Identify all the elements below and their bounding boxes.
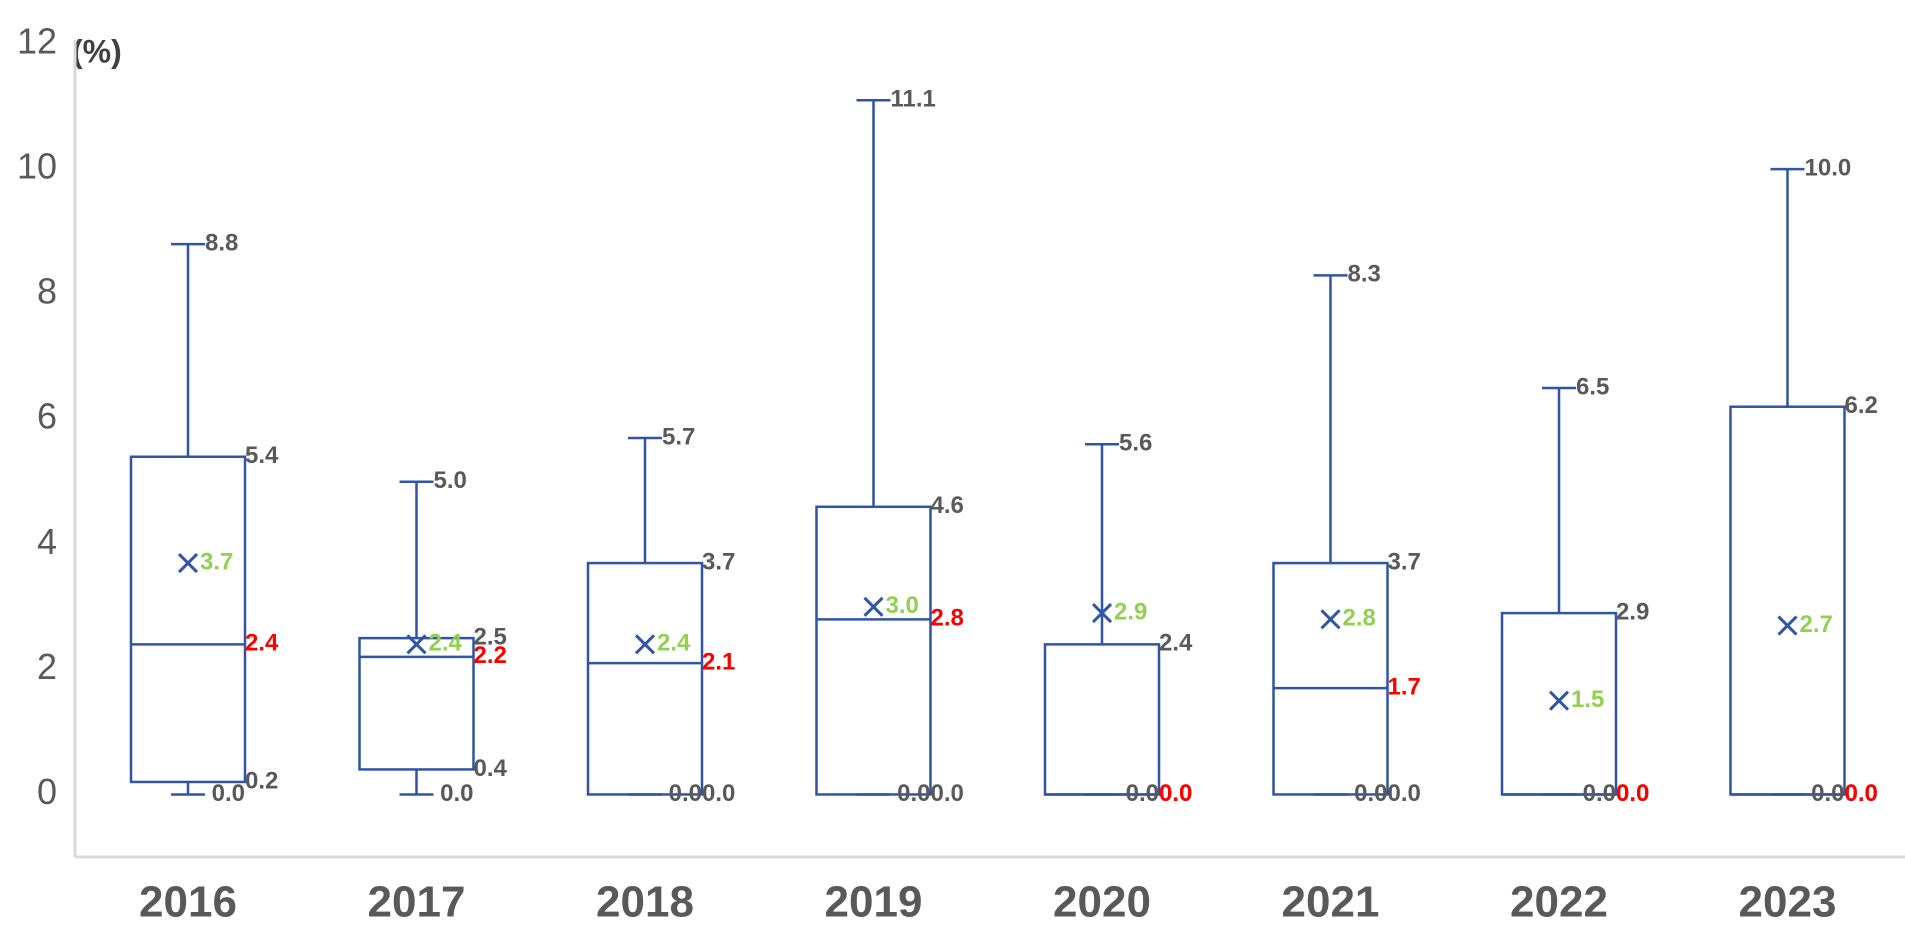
box: [129, 455, 247, 784]
x-tick-label: 2021: [1282, 878, 1380, 927]
data-label: 2.8: [931, 605, 964, 632]
mean-marker: [1091, 603, 1113, 624]
data-label: 0.0: [1388, 780, 1421, 807]
data-label: 1.7: [1388, 673, 1421, 700]
data-label: 8.8: [205, 229, 238, 256]
data-label: 5.0: [434, 467, 467, 494]
data-label: 2.4: [1159, 630, 1193, 657]
data-label: 2.4: [657, 630, 691, 657]
y-axis-label: (%): [72, 33, 122, 69]
data-label: 0.0: [702, 780, 735, 807]
y-tick-label: 2: [37, 646, 57, 687]
data-label: 3.0: [886, 592, 919, 619]
data-label: 6.2: [1845, 392, 1878, 419]
x-tick-label: 2016: [139, 878, 237, 927]
y-tick-label: 8: [37, 271, 57, 312]
mean-marker: [1777, 615, 1798, 636]
data-label: 2.9: [1616, 598, 1649, 625]
x-tick-label: 2020: [1053, 878, 1151, 927]
data-label: 0.0: [1616, 780, 1649, 807]
y-tick-label: 6: [37, 396, 57, 437]
data-label: 3.7: [200, 548, 233, 575]
data-label: 10.0: [1805, 154, 1852, 181]
y-tick-label: 4: [37, 521, 57, 562]
box: [815, 505, 932, 796]
box: [1272, 561, 1389, 796]
data-label: 2.4: [429, 630, 463, 657]
data-label: 0.0: [897, 780, 930, 807]
data-label: 0.0: [1811, 780, 1844, 807]
box: [1729, 405, 1846, 796]
data-label: 6.5: [1576, 373, 1609, 400]
data-label: 0.0: [1159, 780, 1192, 807]
data-label: 3.7: [1388, 548, 1421, 575]
mean-marker: [177, 553, 199, 574]
data-label: 0.0: [669, 780, 702, 807]
data-label: 5.4: [245, 442, 279, 469]
x-tick-label: 2023: [1739, 878, 1837, 927]
data-label: 0.0: [1583, 780, 1616, 807]
data-label: 0.0: [212, 780, 245, 807]
data-label: 11.1: [891, 86, 936, 113]
data-label: 5.7: [662, 423, 695, 450]
data-label: 0.0: [1354, 780, 1387, 807]
x-tick-label: 2017: [368, 878, 466, 927]
x-tick-label: 2019: [825, 878, 923, 927]
mean-marker: [863, 596, 884, 617]
y-tick-label: 10: [17, 146, 57, 187]
data-label: 0.0: [440, 780, 473, 807]
mean-marker: [634, 634, 656, 655]
y-tick-label: 0: [37, 771, 57, 812]
data-label: 0.0: [931, 780, 964, 807]
data-label: 8.3: [1348, 261, 1381, 288]
x-tick-label: 2022: [1510, 878, 1608, 927]
data-label: 0.2: [245, 767, 278, 794]
data-label: 2.7: [1800, 611, 1833, 638]
box: [358, 636, 475, 771]
mean-marker: [406, 634, 427, 655]
data-label: 0.0: [1126, 780, 1159, 807]
data-label: 3.7: [702, 548, 735, 575]
data-label: 0.0: [1616, 780, 1649, 807]
data-label: 2.2: [474, 642, 507, 669]
mean-marker: [1320, 609, 1341, 630]
data-label: 0.0: [1845, 780, 1878, 807]
data-label: 0.4: [474, 755, 508, 782]
data-label: 2.5: [474, 623, 507, 650]
data-label: 2.4: [245, 630, 279, 657]
data-label: 2.8: [1343, 605, 1376, 632]
box: [1043, 643, 1161, 796]
x-tick-label: 2018: [596, 878, 694, 927]
data-label: 1.5: [1571, 686, 1604, 713]
data-label: 2.1: [702, 648, 735, 675]
y-tick-label: 12: [17, 21, 57, 62]
data-label: 2.9: [1114, 598, 1147, 625]
mean-marker: [1548, 690, 1570, 711]
data-label: 4.6: [931, 492, 964, 519]
box: [586, 561, 704, 796]
data-label: 5.6: [1119, 430, 1152, 457]
data-label: 0.0: [1159, 780, 1192, 807]
data-label: 0.0: [1845, 780, 1878, 807]
